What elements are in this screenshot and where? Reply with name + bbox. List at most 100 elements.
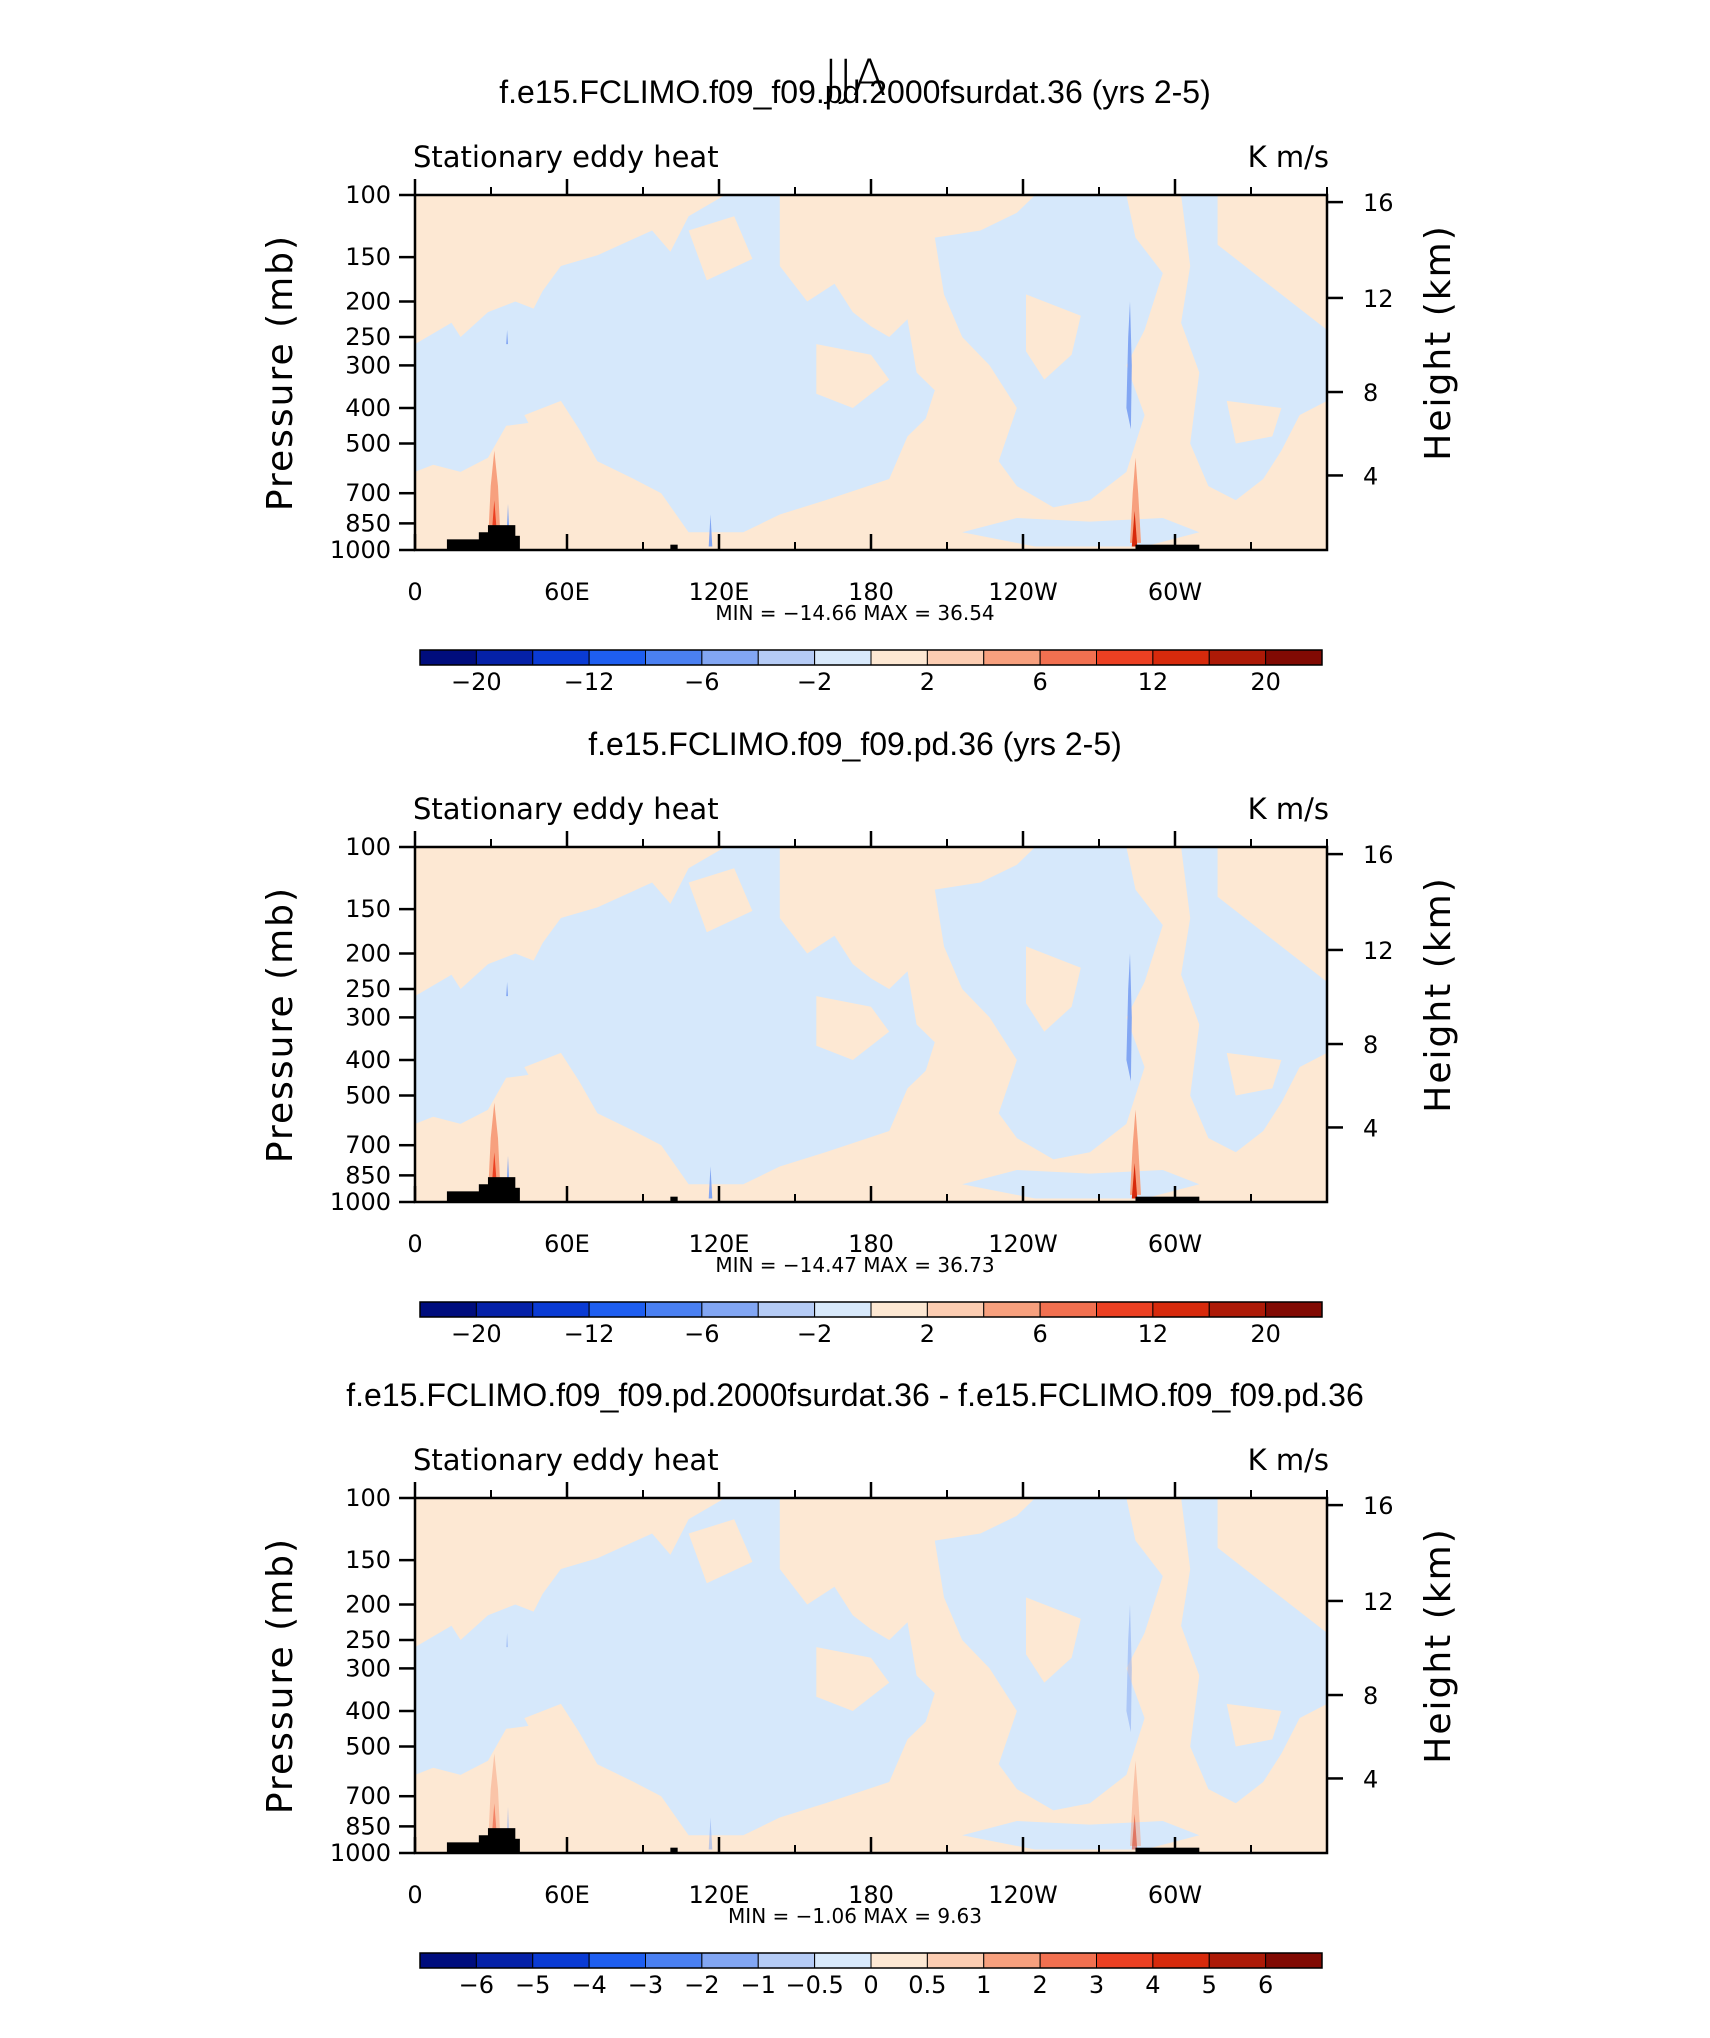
y-tick-label: 850 xyxy=(345,1161,391,1189)
x-tick-label: 0 xyxy=(407,1881,422,1909)
contour-region xyxy=(506,1632,508,1648)
colorbar-swatch xyxy=(645,1301,703,1318)
y-right-tick-label: 12 xyxy=(1363,937,1394,965)
colorbar-swatch xyxy=(1208,1952,1267,1969)
x-tick-label: 60W xyxy=(1148,1230,1202,1258)
colorbar-label: 4 xyxy=(1145,1971,1160,1999)
colorbar-swatch xyxy=(475,1952,534,1969)
contour-region xyxy=(816,1647,890,1711)
y-tick-label: 250 xyxy=(345,323,391,351)
y-tick-label: 150 xyxy=(345,243,391,271)
contour-region xyxy=(415,195,935,533)
units-label: K m/s xyxy=(1248,140,1329,174)
colorbar-label: −6 xyxy=(684,1320,719,1348)
contour-region xyxy=(1126,953,1132,1082)
colorbar-swatch xyxy=(1096,649,1154,666)
colorbar-frame xyxy=(419,649,1323,666)
terrain-mask xyxy=(446,1842,502,1853)
y-tick-label: 400 xyxy=(345,394,391,422)
colorbar-label: 3 xyxy=(1089,1971,1104,1999)
y-tick-label: 100 xyxy=(345,181,391,209)
colorbar-label: −3 xyxy=(628,1971,663,1999)
y-right-tick-label: 4 xyxy=(1363,462,1378,490)
y-tick-label: 300 xyxy=(345,1003,391,1031)
page-title: JJA xyxy=(824,49,887,107)
left-string: Stationary eddy heat xyxy=(413,140,719,174)
panel-title: f.e15.FCLIMO.f09_f09.pd.36 (yrs 2-5) xyxy=(588,726,1122,762)
y-tick-label: 1000 xyxy=(330,1839,391,1867)
y-right-tick-label: 16 xyxy=(1363,841,1394,869)
colorbar-swatch xyxy=(814,649,872,666)
colorbar-swatch xyxy=(419,649,477,666)
y-tick-label: 500 xyxy=(345,1733,391,1761)
terrain-mask xyxy=(446,539,502,550)
x-tick-label: 0 xyxy=(407,578,422,606)
y-tick-label: 700 xyxy=(345,479,391,507)
colorbar-swatch xyxy=(1265,1952,1323,1969)
colorbar-swatch xyxy=(757,1301,816,1318)
contour-region xyxy=(1131,510,1138,547)
contour-region xyxy=(708,1166,713,1199)
colorbar-swatch xyxy=(1208,1301,1267,1318)
y-tick-label: 200 xyxy=(345,940,391,968)
x-tick-label: 180 xyxy=(848,1230,894,1258)
contour-region xyxy=(524,400,580,451)
colorbar-label: −2 xyxy=(684,1971,719,1999)
contour-region xyxy=(1181,195,1327,501)
y-tick-label: 700 xyxy=(345,1782,391,1810)
contour-region xyxy=(506,329,508,345)
colorbar-label: 6 xyxy=(1032,1320,1047,1348)
terrain-mask xyxy=(501,1187,520,1202)
x-tick-label: 120W xyxy=(988,578,1058,606)
contour-region xyxy=(415,1498,935,1836)
terrain-mask xyxy=(501,535,520,550)
contour-region xyxy=(506,981,508,997)
y-tick-label: 1000 xyxy=(330,536,391,564)
colorbar-label: 5 xyxy=(1202,1971,1217,1999)
y-right-tick-label: 12 xyxy=(1363,285,1394,313)
colorbar-swatch xyxy=(1208,649,1267,666)
colorbar-swatch xyxy=(870,649,928,666)
colorbar-swatch xyxy=(870,1301,928,1318)
panel-2: f.e15.FCLIMO.f09_f09.pd.36 (yrs 2-5) Stat… xyxy=(260,726,1459,1348)
x-tick-label: 60E xyxy=(544,578,590,606)
contour-region xyxy=(1026,1597,1081,1683)
y-tick-label: 300 xyxy=(345,351,391,379)
colorbar-label: 6 xyxy=(1258,1971,1273,1999)
colorbar-swatch xyxy=(870,1952,928,1969)
colorbar-swatch xyxy=(475,649,534,666)
left-string: Stationary eddy heat xyxy=(413,792,719,826)
contour-region xyxy=(688,216,753,281)
colorbar-label: 1 xyxy=(976,1971,991,1999)
colorbar-label: 20 xyxy=(1250,1320,1281,1348)
colorbar-label: −0.5 xyxy=(785,1971,843,1999)
y-tick-label: 400 xyxy=(345,1046,391,1074)
y-tick-label: 100 xyxy=(345,833,391,861)
x-tick-label: 120W xyxy=(988,1881,1058,1909)
min-max-stats: MIN = −14.66 MAX = 36.54 xyxy=(715,601,994,625)
contour-region xyxy=(1181,847,1327,1153)
x-tick-label: 120E xyxy=(689,578,750,606)
terrain-mask xyxy=(501,1838,520,1853)
colorbar-swatch xyxy=(645,649,703,666)
terrain-mask xyxy=(1135,1847,1200,1853)
y-tick-label: 850 xyxy=(345,1812,391,1840)
contour-region xyxy=(488,1753,501,1846)
colorbar-swatch xyxy=(1152,649,1210,666)
colorbar-label: 12 xyxy=(1138,1320,1169,1348)
y-tick-label: 200 xyxy=(345,1591,391,1619)
colorbar-swatch xyxy=(1152,1301,1210,1318)
contour-region xyxy=(1130,1109,1141,1195)
colorbar-swatch xyxy=(1152,1952,1210,1969)
panel-3: f.e15.FCLIMO.f09_f09.pd.2000fsurdat.36 -… xyxy=(260,1377,1459,1999)
contour-region xyxy=(688,1519,753,1584)
colorbar-swatch xyxy=(814,1301,872,1318)
contour-region xyxy=(1226,1052,1282,1096)
contour-region xyxy=(488,450,501,543)
terrain-mask xyxy=(670,544,678,550)
contour-region xyxy=(1226,1703,1282,1747)
y-right-tick-label: 8 xyxy=(1363,1031,1378,1059)
colorbar-swatch xyxy=(926,649,985,666)
panel-title: f.e15.FCLIMO.f09_f09.pd.2000fsurdat.36 (… xyxy=(499,74,1210,110)
colorbar-swatch xyxy=(1265,649,1323,666)
